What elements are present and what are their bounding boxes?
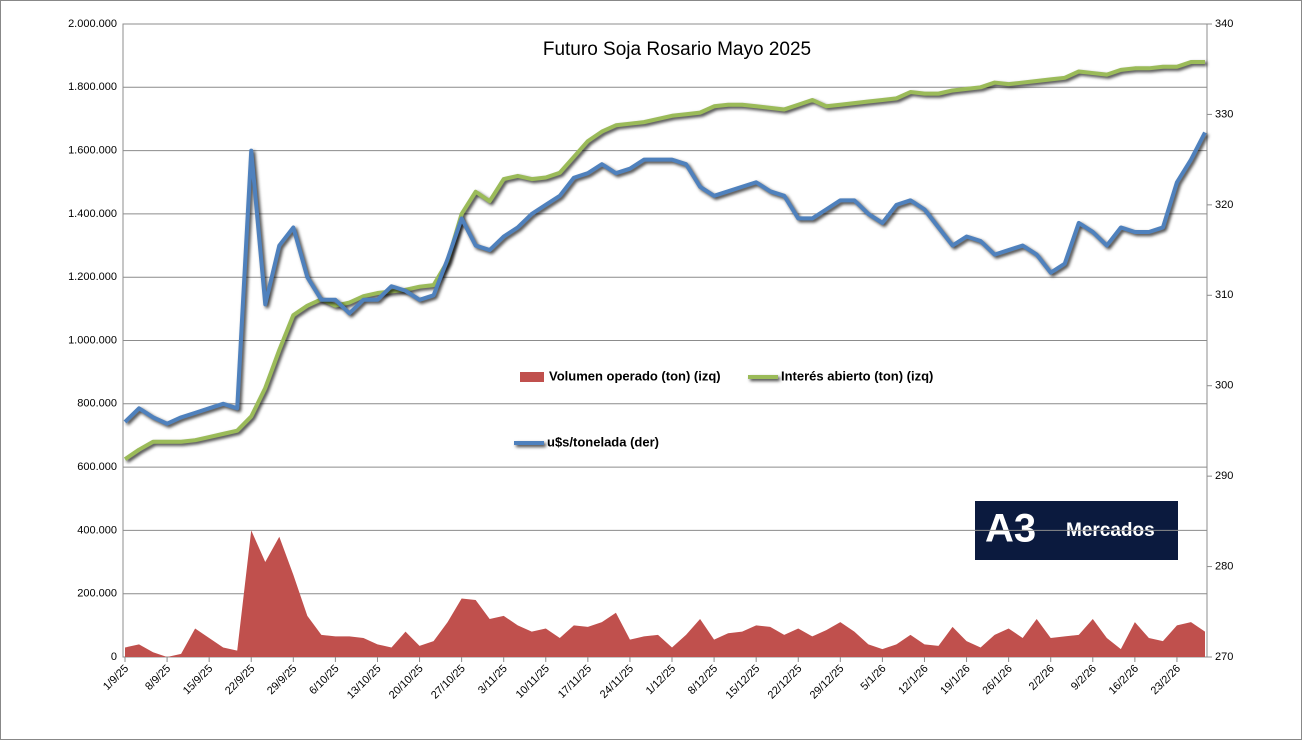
- y-tick-label: 200.000: [77, 588, 117, 600]
- y2-tick-label: 320: [1215, 199, 1233, 211]
- volume-area: [125, 530, 1205, 657]
- y2-tick-label: 340: [1215, 18, 1233, 30]
- y-tick-label: 1.400.000: [68, 208, 117, 220]
- y2-tick-label: 290: [1215, 470, 1233, 482]
- y-tick-label: 1.600.000: [68, 145, 117, 157]
- logo-mark: A3: [985, 507, 1036, 551]
- y2-tick-label: 280: [1215, 560, 1233, 572]
- y-tick-label: 800.000: [77, 398, 117, 410]
- y2-tick-label: 310: [1215, 289, 1233, 301]
- y-tick-label: 1.000.000: [68, 334, 117, 346]
- legend-label: Interés abierto (ton) (izq): [781, 368, 933, 383]
- y2-tick-label: 300: [1215, 380, 1233, 392]
- legend-label: Volumen operado (ton) (izq): [549, 368, 721, 383]
- legend-label: u$s/tonelada (der): [547, 434, 659, 449]
- y-tick-label: 2.000.000: [68, 18, 117, 30]
- y2-tick-label: 270: [1215, 651, 1233, 663]
- chart-title: Futuro Soja Rosario Mayo 2025: [543, 39, 811, 60]
- y-tick-label: 1.200.000: [68, 271, 117, 283]
- y-tick-label: 1.800.000: [68, 81, 117, 93]
- series-line: [123, 131, 1207, 426]
- y-tick-label: 600.000: [77, 461, 117, 473]
- y-tick-label: 0: [111, 651, 117, 663]
- y2-tick-label: 330: [1215, 108, 1233, 120]
- y-tick-label: 400.000: [77, 524, 117, 536]
- series-line: [123, 59, 1205, 461]
- legend-swatch: [520, 372, 544, 382]
